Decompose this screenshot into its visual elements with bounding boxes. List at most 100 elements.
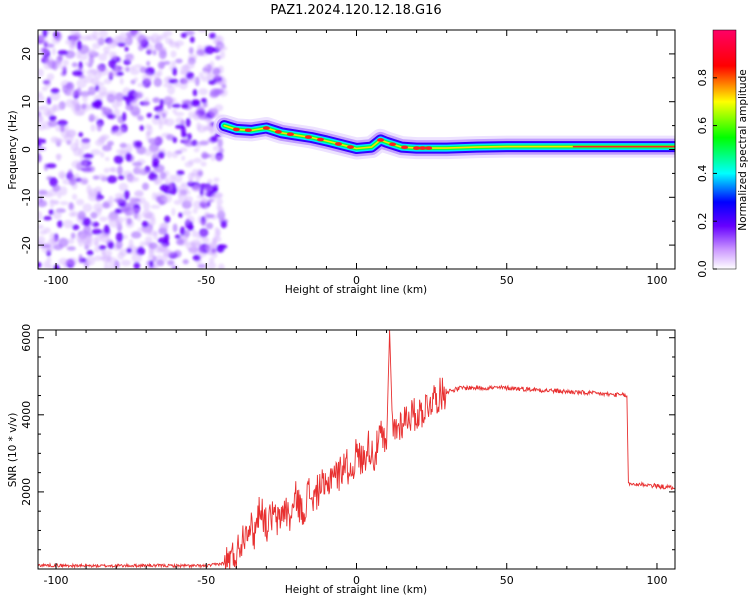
noise-blob [164, 250, 175, 257]
noise-blob [122, 234, 129, 240]
noise-blob [173, 199, 182, 205]
noise-blob [90, 124, 96, 132]
noise-blob [109, 51, 115, 60]
spectrogram-noise [38, 30, 229, 269]
noise-blob [71, 62, 78, 68]
noise-blob [115, 232, 124, 242]
noise-blob [134, 190, 143, 197]
noise-blob [185, 117, 191, 128]
noise-blob [66, 246, 77, 251]
noise-blob [62, 59, 69, 66]
noise-blob [93, 81, 105, 87]
noise-blob [59, 201, 69, 206]
noise-blob [172, 136, 178, 144]
y-tick-label: 0 [20, 146, 33, 153]
y-tick-label: 4000 [20, 401, 33, 429]
noise-blob [98, 106, 107, 111]
noise-blob [125, 152, 132, 162]
noise-blob [186, 61, 195, 69]
noise-blob [182, 259, 189, 265]
noise-blob [151, 217, 156, 226]
ridge-hot-spot [413, 146, 421, 150]
noise-blob [67, 238, 75, 245]
noise-blob [188, 247, 194, 252]
spectrogram-signal-ridge [213, 114, 675, 160]
noise-blob [67, 89, 77, 97]
noise-blob [124, 54, 134, 62]
noise-blob [92, 175, 100, 180]
noise-blob [193, 157, 202, 164]
noise-blob [188, 159, 195, 165]
noise-blob [192, 208, 198, 214]
noise-blob [71, 193, 78, 200]
ridge-hot-spot [286, 132, 294, 137]
noise-blob [209, 257, 215, 264]
ridge-hot-spot [274, 130, 282, 134]
spectrogram-y-axis-label: Frequency (Hz) [7, 110, 19, 189]
noise-blob [113, 108, 121, 119]
noise-blob [108, 59, 117, 68]
noise-blob [154, 114, 160, 120]
noise-blob [76, 78, 87, 89]
noise-blob [119, 248, 128, 257]
noise-blob [186, 215, 195, 225]
noise-blob [60, 71, 67, 77]
noise-blob [169, 174, 175, 183]
noise-blob [175, 124, 185, 129]
noise-blob [207, 178, 213, 184]
noise-blob [95, 196, 102, 202]
noise-blob [145, 212, 153, 220]
noise-blob [118, 182, 129, 192]
noise-blob [113, 197, 124, 203]
noise-blob [161, 112, 167, 119]
noise-blob [47, 120, 58, 128]
noise-blob [147, 125, 153, 135]
ridge-hot-spot [425, 146, 433, 150]
noise-blob [176, 170, 185, 176]
noise-blob [191, 100, 201, 107]
noise-blob [120, 259, 131, 267]
noise-blob [159, 184, 170, 192]
noise-blob [213, 192, 224, 199]
y-tick-label: 10 [20, 95, 33, 109]
noise-blob [100, 151, 105, 158]
noise-blob [82, 217, 92, 227]
noise-blob [195, 231, 201, 239]
noise-blob [139, 169, 149, 175]
noise-blob [172, 108, 177, 114]
noise-blob [137, 44, 144, 52]
noise-blob [166, 134, 175, 141]
snr-series-line [38, 330, 675, 569]
noise-blob [188, 111, 194, 119]
noise-blob [94, 115, 99, 122]
noise-blob [95, 99, 103, 108]
noise-blob [107, 140, 114, 147]
noise-blob [42, 30, 48, 38]
noise-blob [121, 36, 130, 43]
noise-blob [201, 204, 209, 210]
noise-blob [204, 185, 212, 192]
noise-blob [173, 250, 182, 258]
snr-x-axis-label: Height of straight line (km) [285, 584, 427, 596]
noise-blob [122, 95, 129, 101]
noise-blob [131, 252, 143, 263]
noise-blob [126, 217, 132, 225]
noise-blob [76, 40, 82, 51]
ridge-hot-spot [334, 142, 342, 146]
noise-blob [167, 104, 172, 110]
noise-blob [175, 238, 185, 246]
noise-blob [212, 145, 223, 152]
noise-blob [171, 151, 179, 159]
noise-blob [207, 118, 212, 126]
noise-blob [211, 250, 218, 259]
noise-blob [72, 70, 83, 77]
noise-blob [157, 61, 166, 69]
noise-blob [125, 104, 134, 111]
noise-blob [62, 84, 68, 94]
noise-blob [154, 135, 164, 145]
noise-blob [78, 147, 85, 158]
noise-blob [50, 88, 60, 94]
noise-blob [44, 43, 55, 48]
x-tick-label: -50 [197, 274, 215, 287]
x-tick-label: 50 [500, 274, 514, 287]
